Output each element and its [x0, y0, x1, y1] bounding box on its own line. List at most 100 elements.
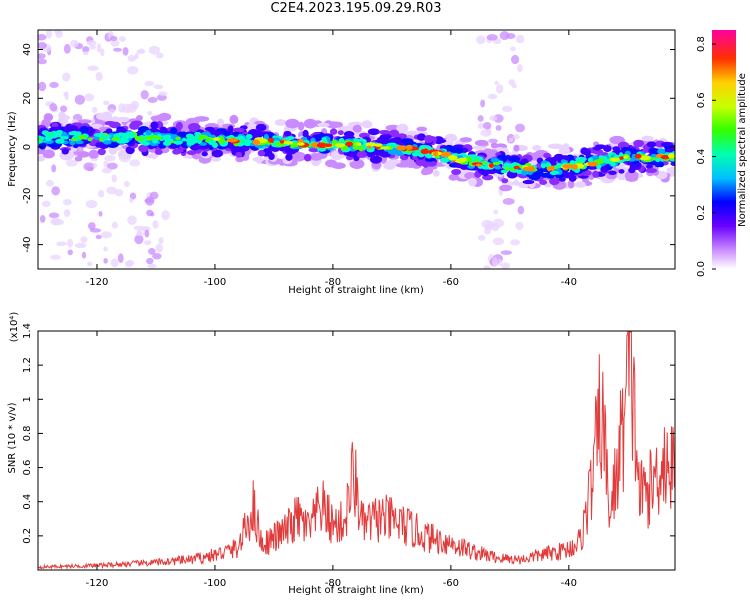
heatmap-cell	[56, 241, 67, 247]
heatmap-cell	[75, 140, 84, 145]
heatmap-cell	[152, 252, 162, 260]
heatmap-cell	[145, 153, 159, 159]
heatmap-cell	[182, 137, 187, 142]
heatmap-cell	[655, 157, 661, 163]
heatmap-cell	[227, 125, 234, 134]
heatmap-cell	[616, 171, 628, 181]
spectrogram-y-label: Frequency (Hz)	[7, 111, 18, 187]
spectrogram-frame	[37, 29, 676, 270]
heatmap-cell	[268, 152, 275, 161]
spectrogram-x-ticks: -120 -100 -80 -60 -40	[86, 30, 577, 288]
heatmap-hotspot	[488, 163, 494, 168]
heatmap-cell	[118, 103, 126, 113]
heatmap-cell	[111, 174, 118, 183]
heatmap-cell	[39, 215, 46, 223]
heatmap-cell	[489, 115, 498, 121]
heatmap-cell	[459, 137, 472, 143]
heatmap-cell	[81, 251, 87, 259]
heatmap-cell	[65, 159, 78, 167]
heatmap-cell	[158, 91, 168, 96]
snr-x-tick-label: -80	[325, 578, 341, 589]
heatmap-cell	[589, 165, 598, 170]
heatmap-cell	[98, 211, 103, 217]
heatmap-cell	[366, 151, 376, 158]
heatmap-cell	[128, 197, 134, 203]
snr-plot-area	[38, 331, 675, 570]
heatmap-cell	[198, 134, 207, 138]
spectrogram-heatmap	[38, 30, 675, 269]
heatmap-cell	[161, 210, 170, 221]
heatmap-cell	[38, 141, 47, 150]
snr-y-multiplier: (x10⁴)	[9, 312, 20, 343]
heatmap-cell	[221, 130, 231, 136]
heatmap-cell	[426, 147, 432, 151]
colorbar: 0.0 0.2 0.4 0.6 0.8 Normalized spectral ampl…	[696, 30, 748, 277]
heatmap-cell	[97, 148, 106, 156]
heatmap-cell	[464, 172, 477, 180]
heatmap-cell	[175, 136, 181, 141]
heatmap-cell	[45, 135, 50, 141]
heatmap-cell	[500, 250, 512, 255]
heatmap-cell	[416, 126, 428, 132]
heatmap-hotspot	[374, 143, 383, 147]
heatmap-hotspot	[323, 143, 333, 148]
heatmap-cell	[508, 137, 514, 143]
heatmap-cell	[87, 65, 99, 71]
spectrogram-y-tick-label: 40	[22, 43, 33, 56]
heatmap-cell	[543, 152, 551, 159]
snr-x-ticks: -120 -100 -80 -60 -40	[86, 331, 577, 589]
heatmap-cell	[517, 205, 525, 215]
heatmap-cell	[515, 34, 525, 44]
heatmap-cell	[434, 138, 447, 144]
heatmap-cell	[356, 151, 368, 158]
heatmap-cell	[62, 198, 72, 206]
heatmap-cell	[274, 119, 287, 126]
heatmap-cell	[63, 92, 68, 97]
heatmap-cell	[86, 40, 97, 46]
heatmap-cell	[211, 149, 223, 158]
heatmap-cell	[154, 149, 163, 155]
heatmap-cell	[378, 129, 391, 135]
heatmap-cell	[515, 123, 525, 133]
heatmap-cell	[480, 99, 486, 108]
heatmap-cell	[49, 81, 59, 89]
heatmap-cell	[493, 209, 499, 215]
heatmap-hotspot	[475, 163, 482, 167]
heatmap-cell	[38, 53, 46, 60]
heatmap-cell	[367, 128, 380, 136]
heatmap-cell	[144, 229, 150, 238]
heatmap-hotspot	[396, 145, 407, 151]
heatmap-cell	[257, 149, 266, 157]
heatmap-cell	[332, 121, 344, 128]
heatmap-cell	[110, 39, 120, 47]
heatmap-cell	[117, 253, 124, 264]
heatmap-cell	[448, 173, 458, 181]
heatmap-cell	[470, 158, 476, 163]
heatmap-hotspot	[587, 161, 599, 167]
heatmap-cell	[51, 130, 57, 135]
heatmap-cell	[331, 162, 346, 170]
heatmap-cell	[424, 134, 434, 144]
heatmap-cell	[547, 143, 564, 150]
spectrogram-y-tick-label: 20	[22, 92, 33, 105]
heatmap-hotspot	[279, 140, 284, 144]
heatmap-cell	[134, 136, 140, 141]
heatmap-cell	[148, 45, 160, 55]
heatmap-cell	[80, 236, 88, 244]
heatmap-hotspot	[572, 164, 578, 170]
snr-y-tick-label: 1.4	[22, 323, 33, 339]
heatmap-cell	[163, 134, 172, 139]
heatmap-cell	[55, 138, 65, 144]
heatmap-cell	[651, 157, 656, 161]
heatmap-cell	[147, 110, 153, 116]
heatmap-hotspot	[634, 153, 642, 159]
heatmap-cell	[38, 81, 47, 92]
heatmap-cell	[77, 151, 90, 158]
heatmap-cell	[395, 149, 404, 157]
heatmap-cell	[549, 177, 560, 186]
heatmap-cell	[657, 148, 666, 155]
heatmap-cell	[43, 133, 51, 137]
heatmap-hotspot	[667, 152, 675, 159]
heatmap-cell	[50, 254, 61, 260]
